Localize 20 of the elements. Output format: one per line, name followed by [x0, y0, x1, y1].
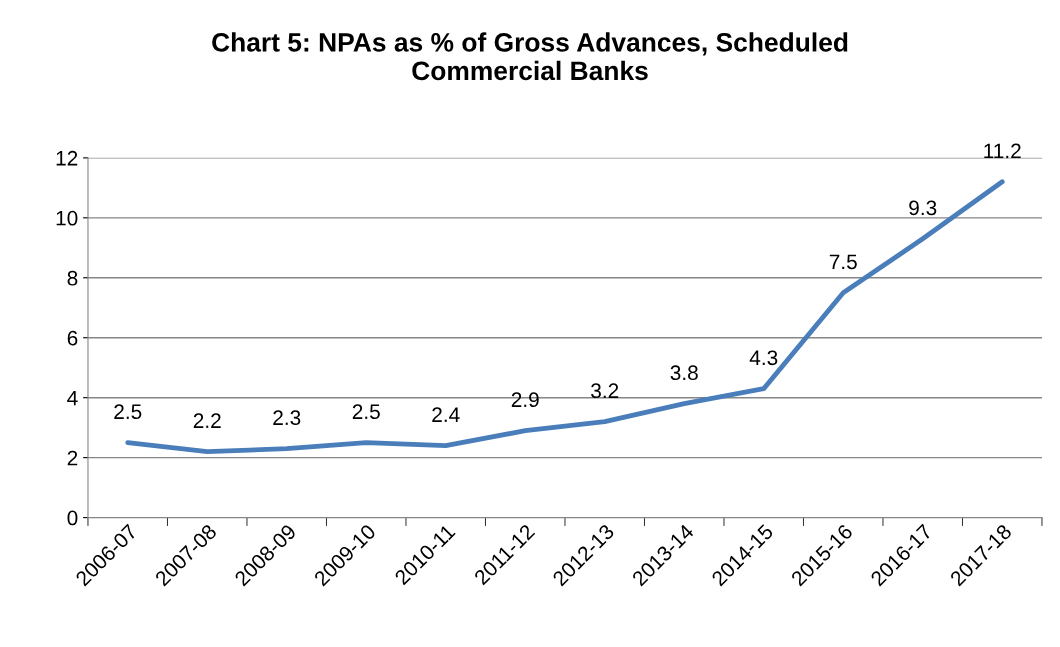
chart-title: Chart 5: NPAs as % of Gross Advances, Scheduled Commercial Banks [212, 32, 848, 81]
y-tick-label: 8 [67, 270, 78, 286]
data-label: 2.4 [432, 407, 460, 422]
data-label: 2.3 [273, 410, 301, 426]
data-label: 2.5 [352, 404, 380, 420]
data-label: 3.2 [591, 383, 619, 399]
data-label: 2.9 [511, 392, 539, 408]
data-label: 2.5 [114, 404, 142, 420]
data-label: 9.3 [909, 200, 937, 216]
data-label: 11.2 [984, 143, 1021, 159]
data-label: 2.2 [193, 413, 221, 428]
y-tick-label: 10 [56, 210, 78, 226]
data-label: 4.3 [749, 350, 778, 366]
y-tick-label: 0 [67, 510, 78, 526]
y-tick-label: 12 [56, 150, 78, 166]
y-tick-label: 2 [67, 450, 78, 466]
data-label: 7.5 [829, 254, 857, 270]
data-label: 3.8 [670, 365, 698, 381]
y-tick-label: 4 [67, 390, 78, 406]
y-tick-label: 6 [67, 330, 78, 346]
